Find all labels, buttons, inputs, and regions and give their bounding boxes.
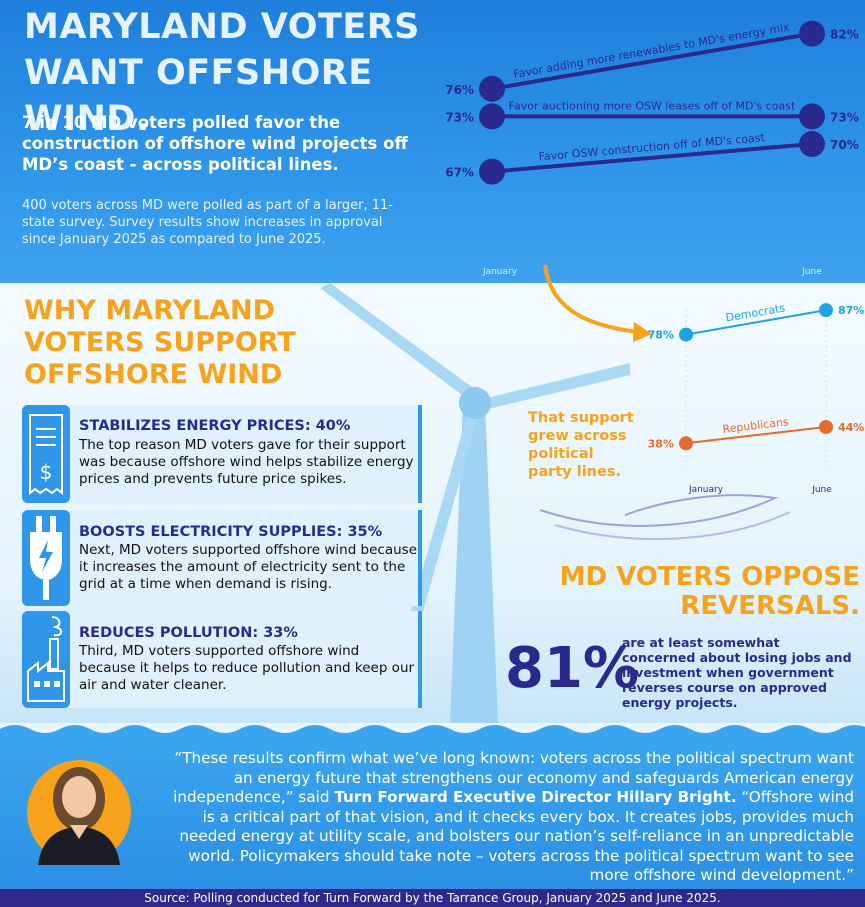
series-label: Favor auctioning more OSW leases off of … <box>509 99 796 112</box>
svg-text:$: $ <box>40 460 53 484</box>
lead-paragraph: 7 in 10 MD voters polled favor the const… <box>22 112 422 175</box>
reason-heading: REDUCES POLLUTION: 33% <box>79 625 298 641</box>
reason-body: Next, MD voters supported offshore wind … <box>79 542 418 592</box>
reason-card-supply: BOOSTS ELECTRICITY SUPPLIES: 35% Next, M… <box>22 510 422 606</box>
stat-value: 81% <box>505 636 640 701</box>
quote-section <box>0 738 865 890</box>
top-banner <box>0 0 865 283</box>
data-point <box>679 327 693 342</box>
data-label: 82% <box>830 28 859 42</box>
power-plug-icon <box>22 510 70 606</box>
reason-body: Third, MD voters supported offshore wind… <box>79 643 415 693</box>
data-point <box>819 419 833 434</box>
quote-part-2: “Offshore wind is a critical part of tha… <box>179 788 854 884</box>
wind-turbine-icon <box>320 283 630 723</box>
series-line <box>685 309 827 336</box>
x-tick-label: January <box>688 485 724 495</box>
oppose-heading: MD VOTERS OPPOSE REVERSALS. <box>559 562 860 621</box>
source-footer: Source: Polling conducted for Turn Forwa… <box>0 889 865 907</box>
reason-heading: STABILIZES ENERGY PRICES: 40% <box>79 418 351 434</box>
quote-text: “These results confirm what we’ve long k… <box>160 749 854 886</box>
series-label: Favor adding more renewables to MD's ene… <box>512 20 791 80</box>
data-label: 38% <box>648 437 674 450</box>
avatar <box>27 760 131 865</box>
receipt-dollar-icon: $ <box>22 405 70 503</box>
lead-text: MD voters polled favor the construction … <box>22 113 408 174</box>
data-label: 73% <box>445 110 474 124</box>
data-label: 73% <box>830 110 859 124</box>
support-note: That support grew across political party… <box>528 410 634 480</box>
data-point <box>799 103 825 130</box>
page-title: MARYLAND VOTERS WANT OFFSHORE WIND. <box>24 7 420 139</box>
stat-text: are at least somewhat concerned about lo… <box>622 635 852 710</box>
series-label: Democrats <box>725 301 787 324</box>
x-tick-label: June <box>811 485 832 495</box>
data-point <box>799 20 825 47</box>
data-point <box>479 158 505 185</box>
reason-card-pollution: REDUCES POLLUTION: 33% Third, MD voters … <box>22 611 422 708</box>
x-tick-label: January <box>482 267 518 277</box>
data-point <box>479 103 505 130</box>
why-heading: WHY MARYLAND VOTERS SUPPORT OFFSHORE WIN… <box>24 295 296 390</box>
reason-card-prices: $ STABILIZES ENERGY PRICES: 40% The top … <box>22 405 422 503</box>
data-label: 76% <box>445 83 474 97</box>
data-label: 44% <box>838 421 864 434</box>
data-label: 70% <box>830 138 859 152</box>
x-tick-label: June <box>801 267 822 277</box>
series-line <box>685 425 827 445</box>
data-point <box>679 436 693 451</box>
data-point <box>799 131 825 157</box>
quote-part-1: “These results confirm what we’ve long k… <box>173 749 854 806</box>
data-label: 67% <box>445 166 474 180</box>
arrow-icon <box>543 264 652 342</box>
series-line <box>491 142 813 174</box>
reason-body: The top reason MD voters gave for their … <box>79 437 414 487</box>
series-line <box>491 31 813 91</box>
survey-description: 400 voters across MD were polled as part… <box>22 198 393 247</box>
lead-emphasis: 7 in 10 <box>22 113 86 132</box>
data-point <box>479 75 505 102</box>
support-trend-chart: 76% 82% Favor adding more renewables to MD… <box>445 20 859 277</box>
data-point <box>819 303 833 318</box>
data-label: 87% <box>838 304 864 317</box>
factory-icon <box>22 611 70 708</box>
wind-swoosh-icon <box>539 494 791 540</box>
quote-speaker: Turn Forward Executive Director Hillary … <box>334 788 737 806</box>
reason-heading: BOOSTS ELECTRICITY SUPPLIES: 35% <box>79 524 383 540</box>
data-label: 78% <box>648 329 674 342</box>
